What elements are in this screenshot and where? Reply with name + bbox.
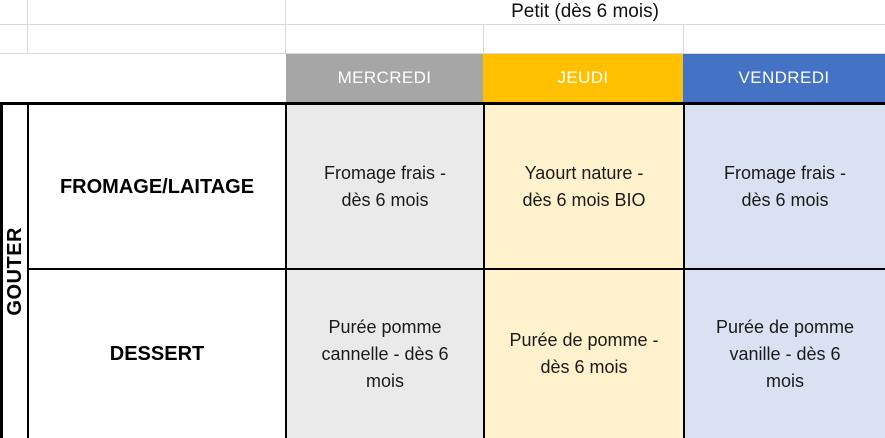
- cell-text: Purée de pomme - dès 6 mois: [509, 330, 659, 377]
- row-label-cell-dessert[interactable]: DESSERT: [29, 270, 285, 438]
- day-header-jeudi[interactable]: JEUDI: [483, 54, 683, 102]
- day-header-mercredi[interactable]: MERCREDI: [286, 54, 483, 102]
- table-row-divider: [29, 268, 885, 270]
- group-label-cell[interactable]: GOUTER: [3, 105, 27, 438]
- cell-fromage-jeudi[interactable]: Yaourt nature - dès 6 mois BIO: [485, 105, 683, 268]
- table-border-vertical: [683, 102, 685, 438]
- table-border-vertical: [285, 102, 287, 438]
- row-label: DESSERT: [109, 343, 205, 365]
- day-header-label: MERCREDI: [337, 68, 432, 87]
- sheet-title-cell[interactable]: Petit (dès 6 mois): [285, 0, 885, 24]
- row-label-cell-fromage-laitage[interactable]: FROMAGE/LAITAGE: [29, 105, 285, 268]
- table-border-vertical: [27, 102, 29, 438]
- gridline-vertical: [483, 24, 484, 53]
- cell-dessert-vendredi[interactable]: Purée de pomme vanille - dès 6 mois: [685, 270, 885, 438]
- cell-text: Yaourt nature - dès 6 mois BIO: [522, 162, 646, 210]
- cell-fromage-vendredi[interactable]: Fromage frais - dès 6 mois: [685, 105, 885, 268]
- table-border-left: [0, 102, 3, 438]
- gridline-vertical: [683, 24, 684, 53]
- cell-dessert-jeudi[interactable]: Purée de pomme - dès 6 mois: [485, 270, 683, 438]
- cell-text: Fromage frais - dès 6 mois: [723, 162, 847, 210]
- gridline-horizontal: [0, 53, 885, 54]
- day-header-label: JEUDI: [557, 68, 609, 87]
- cell-text: Purée pomme cannelle - dès 6 mois: [321, 316, 449, 391]
- group-label: GOUTER: [3, 227, 26, 316]
- gridline-vertical: [27, 0, 28, 53]
- cell-fromage-mercredi[interactable]: Fromage frais - dès 6 mois: [287, 105, 483, 268]
- sheet-title: Petit (dès 6 mois): [511, 1, 659, 22]
- cell-text: Purée de pomme vanille - dès 6 mois: [715, 316, 855, 391]
- table-border-top: [0, 102, 885, 105]
- gridline-horizontal: [0, 24, 885, 25]
- gridline-vertical: [285, 0, 286, 53]
- day-header-vendredi[interactable]: VENDREDI: [683, 54, 885, 102]
- day-header-label: VENDREDI: [738, 68, 830, 87]
- table-border-vertical: [483, 102, 485, 438]
- row-label: FROMAGE/LAITAGE: [59, 175, 255, 198]
- cell-dessert-mercredi[interactable]: Purée pomme cannelle - dès 6 mois: [287, 270, 483, 438]
- cell-text: Fromage frais - dès 6 mois: [323, 162, 447, 210]
